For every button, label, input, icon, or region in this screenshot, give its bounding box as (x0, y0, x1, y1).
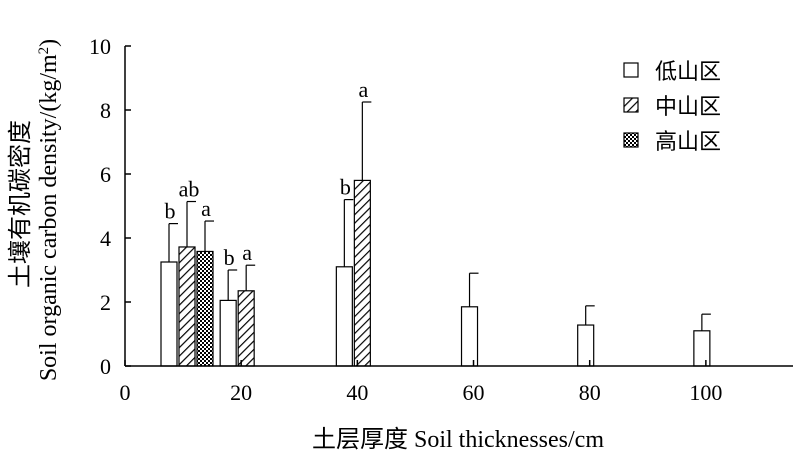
x-tick-label: 20 (230, 380, 252, 405)
x-ticks-group: 0 20 40 60 80 100 (120, 360, 722, 405)
bar (178, 246, 196, 367)
y-tick-label: 10 (89, 34, 111, 59)
y-axis-label-en-end: ) (36, 39, 62, 47)
axes-group (124, 46, 793, 367)
significance-label: a (242, 240, 252, 265)
y-axis-label-en-main: Soil organic carbon density/(kg/m (36, 54, 62, 381)
bar (460, 306, 479, 367)
y-axis-label-cn: 土壤有机碳密度 (7, 120, 34, 288)
bar (577, 324, 595, 367)
bar (335, 266, 353, 367)
bars-group (160, 179, 711, 367)
x-axis-label: 土层厚度 Soil thicknesses/cm (312, 426, 604, 453)
bar (219, 299, 237, 367)
legend-swatch (623, 62, 639, 78)
bar (693, 330, 711, 367)
bar (237, 290, 255, 367)
legend-swatch (623, 132, 639, 148)
y-axis-label: 土壤有机碳密度 Soil organic carbon density/(kg/… (7, 39, 62, 381)
y-axis-label-en: Soil organic carbon density/(kg/m2) (36, 39, 62, 381)
y-ticks-group: 0 2 4 6 8 10 (89, 34, 131, 379)
legend-label: 中山区 (655, 95, 721, 120)
error-bars-group (168, 101, 711, 331)
significance-label: a (358, 77, 368, 102)
bar (160, 261, 178, 367)
significance-label: a (201, 196, 211, 221)
x-tick-label: 40 (346, 380, 368, 405)
legend-label: 低山区 (655, 60, 721, 85)
significance-label: b (340, 175, 351, 200)
legend-swatch (623, 97, 639, 113)
significance-label: b (224, 245, 235, 270)
y-tick-label: 2 (100, 290, 111, 315)
x-tick-label: 0 (120, 380, 131, 405)
y-tick-label: 8 (100, 98, 111, 123)
x-tick-label: 100 (689, 380, 722, 405)
bar (196, 250, 214, 367)
y-axis-label-superscript: 2 (36, 47, 52, 55)
x-tick-label: 60 (463, 380, 485, 405)
significance-label: ab (179, 177, 200, 202)
significance-label: b (165, 199, 176, 224)
x-tick-label: 80 (579, 380, 601, 405)
legend-label: 高山区 (655, 130, 721, 155)
y-tick-label: 6 (100, 162, 111, 187)
y-tick-label: 4 (100, 226, 111, 251)
bar (353, 179, 371, 367)
y-tick-label: 0 (100, 354, 111, 379)
